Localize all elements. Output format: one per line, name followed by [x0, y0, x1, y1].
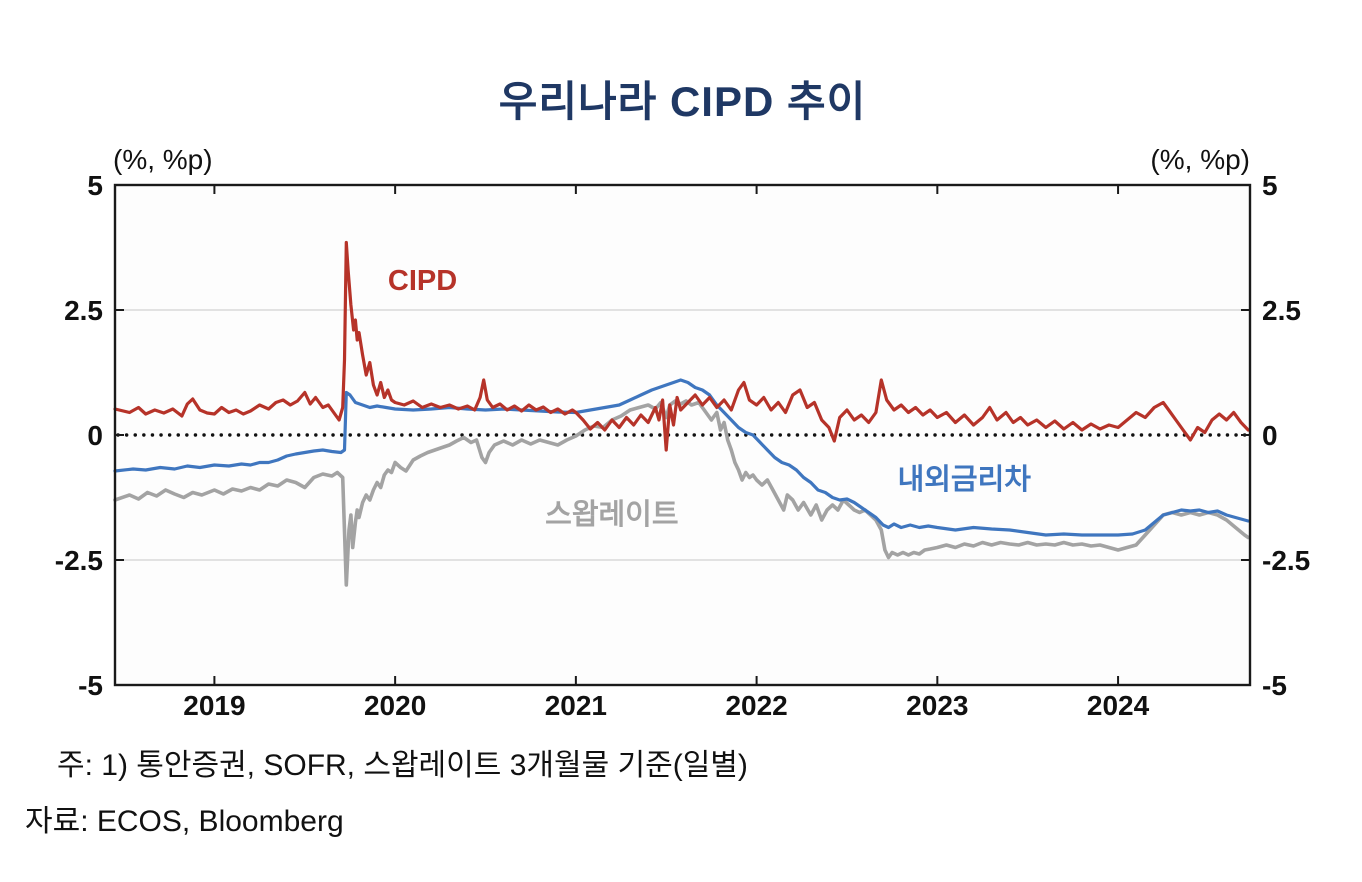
- y-axis-unit-right: (%, %p): [1150, 144, 1250, 175]
- x-tick-label: 2021: [545, 690, 607, 721]
- y-tick-label-left: -2.5: [55, 545, 103, 576]
- footnote: 주: 1) 통안증권, SOFR, 스왑레이트 3개월물 기준(일별): [57, 749, 748, 782]
- y-tick-label-right: 0: [1262, 420, 1278, 451]
- cipd-line-label: CIPD: [388, 265, 457, 297]
- y-tick-label-left: -5: [78, 670, 103, 701]
- y-tick-label-left: 0: [87, 420, 103, 451]
- y-tick-label-right: -5: [1262, 670, 1287, 701]
- cipd-line: [113, 240, 1250, 452]
- x-tick-label: 2022: [725, 690, 787, 721]
- y-tick-label-right: 2.5: [1262, 295, 1301, 326]
- y-tick-label-left: 5: [87, 170, 103, 201]
- plot-area: [115, 185, 1250, 685]
- y-tick-label-right: 5: [1262, 170, 1278, 201]
- chart-title: 우리나라 CIPD 추이: [498, 78, 867, 125]
- swap-rate-line: [113, 399, 1250, 587]
- y-axis-unit-left: (%, %p): [113, 144, 213, 175]
- x-tick-label: 2023: [906, 690, 968, 721]
- rate-differential-line-label: 내외금리차: [898, 463, 1032, 496]
- y-tick-label-right: -2.5: [1262, 545, 1310, 576]
- y-tick-label-left: 2.5: [64, 295, 103, 326]
- source-note: 자료: ECOS, Bloomberg: [25, 805, 344, 838]
- x-tick-label: 2024: [1087, 690, 1150, 721]
- swap-rate-line-label: 스왑레이트: [545, 498, 678, 531]
- x-tick-label: 2020: [364, 690, 426, 721]
- x-tick-label: 2019: [183, 690, 245, 721]
